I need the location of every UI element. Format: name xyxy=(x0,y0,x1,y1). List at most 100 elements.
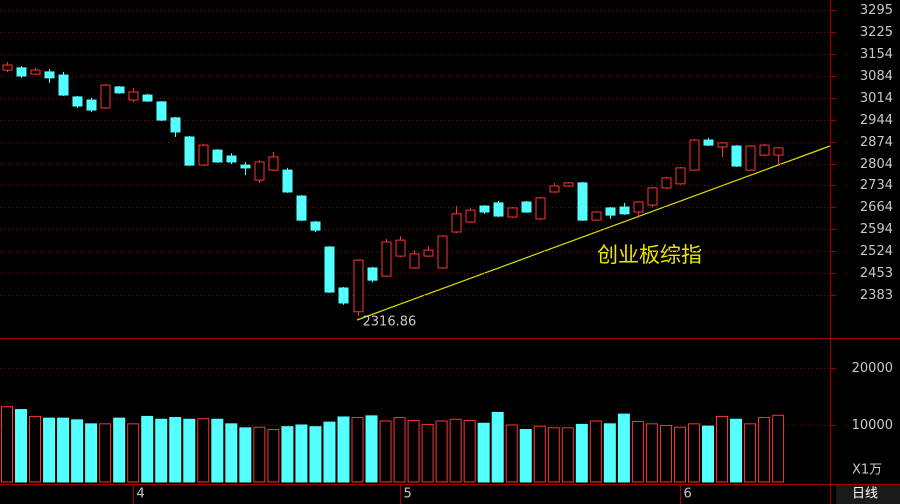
candle-body xyxy=(759,144,770,156)
candle-body xyxy=(282,169,293,193)
y-tick-label: 2524 xyxy=(860,244,893,259)
candle-body xyxy=(535,197,546,220)
volume-bar xyxy=(379,420,392,483)
volume-bar xyxy=(225,423,238,483)
candle-body xyxy=(338,287,349,304)
candle-body xyxy=(100,84,111,109)
x-tick-label: 5 xyxy=(404,487,412,502)
y-tick-label: 2874 xyxy=(860,135,893,150)
candle-body xyxy=(563,182,574,187)
volume-bar xyxy=(351,417,364,483)
candle-body xyxy=(703,139,714,146)
candle-body xyxy=(296,195,307,221)
candle-body xyxy=(731,145,742,167)
candle-body xyxy=(156,101,167,121)
candle-body xyxy=(647,187,658,206)
volume-bar xyxy=(15,409,28,483)
candle-body xyxy=(591,211,602,221)
volume-bar xyxy=(253,426,266,483)
candle-body xyxy=(16,67,27,77)
trend-line xyxy=(356,145,831,321)
candle-body xyxy=(437,235,448,269)
candle-body xyxy=(507,207,518,218)
volume-bar xyxy=(659,425,672,483)
candle-body xyxy=(451,213,462,233)
period-box xyxy=(836,485,900,504)
low-annotation: 2316.86 xyxy=(363,314,417,329)
volume-bar xyxy=(449,418,462,483)
y-tick-label: 2664 xyxy=(860,200,893,215)
y-tick-label: 20000 xyxy=(852,361,893,376)
candle-body xyxy=(577,182,588,221)
volume-bar xyxy=(169,417,182,483)
candle-body xyxy=(381,241,392,277)
candle-body xyxy=(212,149,223,163)
volume-bar xyxy=(631,421,644,483)
candle-body xyxy=(773,147,784,156)
volume-bar xyxy=(323,421,336,483)
volume-bar xyxy=(673,426,686,483)
index-name: 创业板综指 xyxy=(597,243,702,267)
candle-body xyxy=(479,205,490,213)
y-tick-label: 2594 xyxy=(860,222,893,237)
candle-body xyxy=(72,96,83,107)
x-tick-label: 6 xyxy=(684,487,692,502)
volume-bar xyxy=(505,424,518,483)
volume-bar xyxy=(702,425,714,483)
volume-bar xyxy=(772,414,785,483)
candle-body xyxy=(114,86,125,94)
candle-body xyxy=(44,71,55,79)
volume-bar xyxy=(309,426,322,483)
volume-bar xyxy=(127,423,140,483)
volume-bar xyxy=(85,423,98,483)
candle-body xyxy=(128,91,139,101)
volume-unit: X1万 xyxy=(852,463,882,478)
candle-body xyxy=(493,202,504,217)
y-tick-label: 2804 xyxy=(860,157,893,172)
y-tick-label: 3014 xyxy=(860,91,893,106)
y-tick-label: 10000 xyxy=(852,418,893,433)
volume-bar xyxy=(267,429,280,483)
x-tick-label: 4 xyxy=(137,487,145,502)
candle-body xyxy=(409,253,420,269)
candle-body xyxy=(226,155,237,163)
volume-bar xyxy=(393,417,406,483)
candle-body xyxy=(170,117,181,133)
volume-bar xyxy=(183,418,196,483)
volume-bar xyxy=(1,406,13,483)
candle-body xyxy=(675,167,686,185)
candle-body xyxy=(717,142,728,148)
candle-body xyxy=(268,156,279,171)
y-tick-label: 3225 xyxy=(860,25,893,40)
y-tick-label: 3295 xyxy=(860,3,893,18)
candle-body xyxy=(395,239,406,257)
volume-bar xyxy=(113,417,126,483)
volume-bar xyxy=(155,418,168,483)
y-tick-label: 2383 xyxy=(860,288,893,303)
volume-bar xyxy=(758,417,771,483)
volume-bar xyxy=(407,419,420,483)
candle-body xyxy=(661,177,672,189)
candle-body xyxy=(254,161,265,181)
volume-bar xyxy=(730,418,743,483)
volume-bar xyxy=(519,429,532,483)
volume-bar xyxy=(617,413,630,483)
volume-bar xyxy=(99,423,112,483)
volume-bar xyxy=(477,422,490,483)
volume-bar xyxy=(744,423,757,483)
candle-body xyxy=(745,145,756,171)
y-tick-label: 2734 xyxy=(860,178,893,193)
y-tick-label: 2453 xyxy=(860,266,893,281)
volume-bar xyxy=(463,419,476,483)
candle-body xyxy=(184,136,195,166)
candle-body xyxy=(633,201,644,213)
volume-bar xyxy=(337,416,350,483)
volume-bar xyxy=(211,418,224,483)
candle-body xyxy=(605,207,616,216)
candle-body xyxy=(2,64,13,71)
volume-bar xyxy=(295,424,308,483)
volume-bar xyxy=(239,427,252,483)
candle-body xyxy=(142,94,153,102)
candle-body xyxy=(521,201,532,213)
